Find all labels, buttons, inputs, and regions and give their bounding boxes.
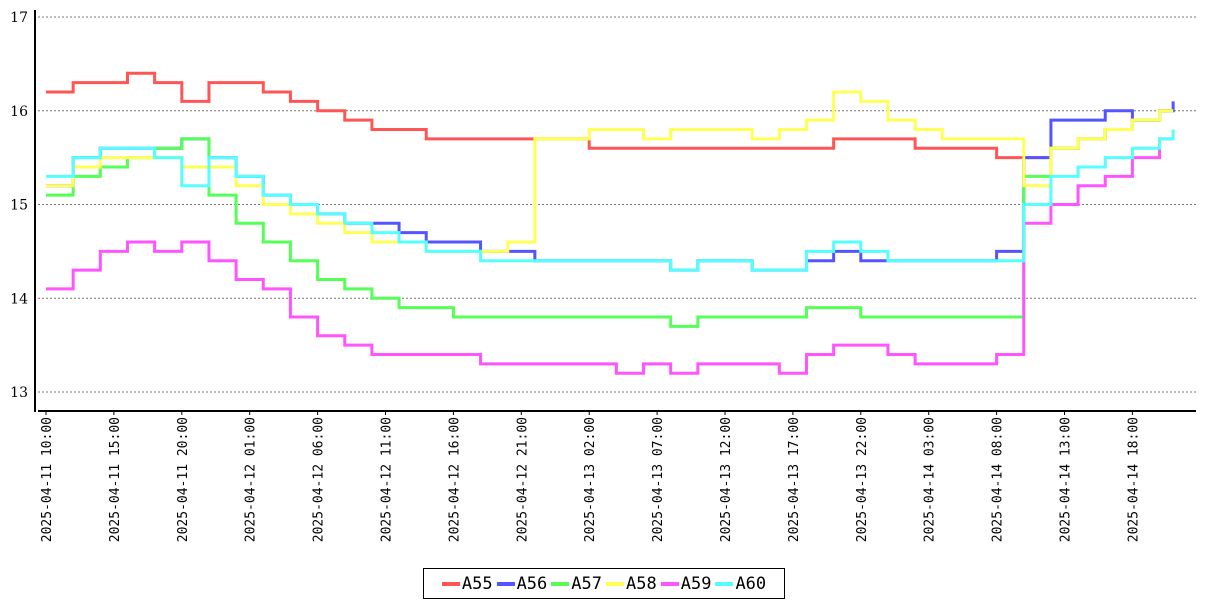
legend-item-A60: A60 [715, 574, 766, 594]
x-tick-label: 2025-04-14 18:00 [1126, 417, 1141, 542]
legend-swatch [715, 581, 734, 586]
x-tick-label: 2025-04-13 02:00 [583, 417, 598, 542]
legend-label: A56 [516, 573, 548, 594]
legend-label: A58 [626, 573, 657, 594]
legend-item-A58: A58 [606, 574, 657, 594]
y-tick-label: 16 [10, 104, 28, 120]
legend-item-A59: A59 [660, 573, 712, 594]
legend-label: A59 [680, 573, 712, 594]
x-tick-label: 2025-04-14 08:00 [991, 417, 1006, 542]
axes [34, 10, 1196, 412]
x-tick-label: 2025-04-12 11:00 [380, 417, 395, 542]
x-tick-label: 2025-04-12 21:00 [515, 417, 530, 542]
legend: A55 A56 A57 A58 A59 A60 [423, 568, 785, 599]
legend-item-A57: A57 [551, 574, 602, 594]
legend-swatch [496, 581, 515, 586]
legend-item-A55: A55 [441, 573, 493, 594]
y-tick-label: 14 [10, 291, 28, 307]
series-line-A59 [46, 137, 1174, 375]
x-tick-label: 2025-04-11 20:00 [176, 417, 191, 542]
x-tick-label: 2025-04-11 10:00 [40, 417, 55, 542]
x-tick-label: 2025-04-11 15:00 [108, 417, 123, 542]
series-lines [46, 71, 1175, 375]
series-line-A57 [46, 109, 1174, 328]
series-line-A58 [46, 90, 1174, 253]
x-tick-label: 2025-04-12 16:00 [447, 417, 462, 542]
series-line-A55 [46, 71, 1174, 160]
grid-lines [38, 16, 1196, 393]
series-line-A60 [46, 129, 1175, 272]
legend-label: A60 [735, 573, 767, 594]
x-tick-label: 2025-04-13 12:00 [719, 417, 734, 542]
x-tick-label: 2025-04-13 17:00 [787, 417, 802, 542]
y-tick-label: 13 [10, 385, 28, 401]
legend-item-A56: A56 [496, 573, 548, 594]
x-tick-label: 2025-04-14 13:00 [1059, 417, 1074, 542]
y-tick-label: 15 [10, 198, 28, 214]
x-tick-label: 2025-04-12 01:00 [244, 417, 259, 542]
series-line-A56 [46, 101, 1175, 272]
legend-label: A57 [571, 573, 602, 594]
x-tick-labels: 2025-04-11 10:00 2025-04-11 15:00 2025-04-… [40, 411, 1141, 542]
y-tick-labels: 13 14 15 16 17 [10, 10, 28, 401]
x-tick-label: 2025-04-13 07:00 [651, 417, 666, 542]
x-tick-label: 2025-04-13 22:00 [855, 417, 870, 542]
legend-label: A55 [461, 573, 493, 594]
legend-swatch [660, 581, 679, 586]
x-tick-label: 2025-04-12 06:00 [312, 417, 327, 542]
x-tick-label: 2025-04-14 03:00 [923, 417, 938, 542]
legend-swatch [441, 581, 460, 586]
legend-swatch [606, 581, 624, 586]
legend-swatch [551, 581, 570, 586]
y-tick-label: 17 [10, 10, 28, 26]
